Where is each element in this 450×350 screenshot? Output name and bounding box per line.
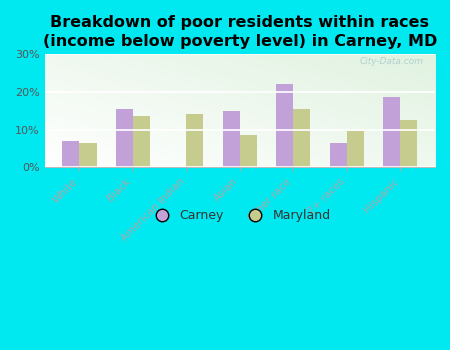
Bar [223, 111, 240, 167]
Bar [63, 141, 80, 167]
Bar [116, 109, 133, 167]
Bar [400, 120, 417, 167]
Text: City-Data.com: City-Data.com [359, 57, 423, 66]
Bar [186, 114, 203, 167]
Bar [329, 143, 346, 167]
Bar [133, 116, 150, 167]
Bar [346, 132, 364, 167]
Bar [240, 135, 257, 167]
Bar [276, 84, 293, 167]
Bar [80, 143, 97, 167]
Bar [383, 97, 400, 167]
Bar [293, 109, 310, 167]
Legend: Carney, Maryland: Carney, Maryland [144, 204, 335, 227]
Title: Breakdown of poor residents within races
(income below poverty level) in Carney,: Breakdown of poor residents within races… [43, 15, 437, 49]
